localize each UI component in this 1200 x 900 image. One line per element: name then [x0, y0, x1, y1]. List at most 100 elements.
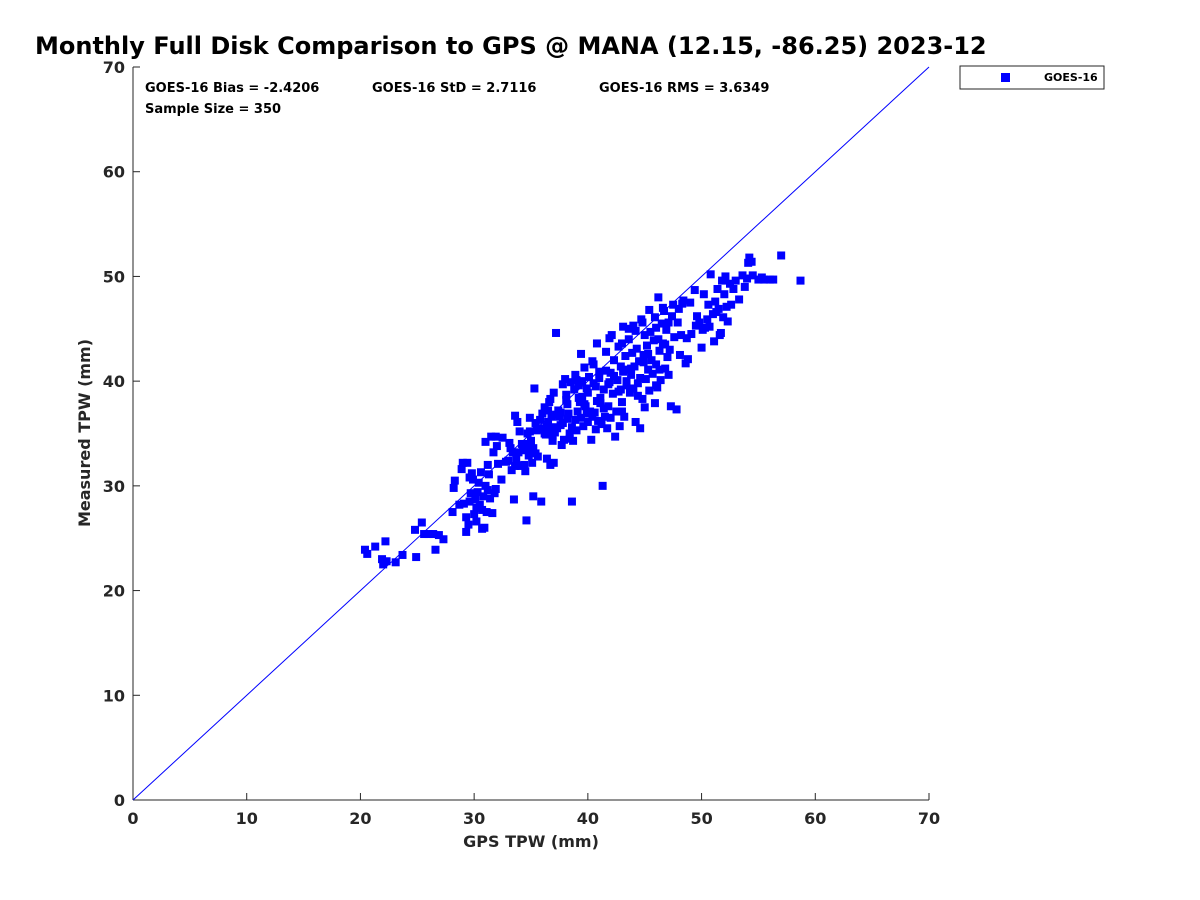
data-point [777, 251, 786, 260]
data-point [540, 403, 549, 412]
data-point [465, 473, 474, 482]
data-point [622, 377, 631, 386]
data-point [378, 555, 387, 564]
data-point [654, 335, 663, 344]
data-point [738, 271, 747, 280]
data-point [481, 481, 490, 490]
data-point [691, 321, 700, 330]
data-point [556, 408, 565, 417]
data-point [382, 557, 391, 566]
data-point [360, 545, 369, 554]
data-point [723, 317, 732, 326]
data-point [608, 389, 617, 398]
data-point [796, 276, 805, 285]
x-tick-label: 40 [577, 809, 599, 828]
data-point [583, 417, 592, 426]
data-point [706, 270, 715, 279]
bias-annotation: GOES-16 Bias = -2.4206 [145, 81, 319, 96]
data-point [664, 318, 673, 327]
data-point [578, 377, 587, 386]
data-point [429, 530, 438, 539]
data-point [642, 341, 651, 350]
data-point [645, 386, 654, 395]
data-point [474, 478, 483, 487]
data-point [439, 535, 448, 544]
plot-axes [132, 67, 929, 801]
rms-annotation: GOES-16 RMS = 3.6349 [599, 81, 769, 96]
data-point [538, 409, 547, 418]
data-point [703, 315, 712, 324]
data-point [545, 398, 554, 407]
data-point [633, 379, 642, 388]
data-point [544, 417, 553, 426]
data-point [565, 429, 574, 438]
data-point [572, 426, 581, 435]
data-point [509, 495, 518, 504]
data-point [545, 427, 554, 436]
data-point [627, 370, 636, 379]
data-point [494, 459, 503, 468]
data-point [649, 336, 658, 345]
data-point [548, 436, 557, 445]
data-point [521, 467, 530, 476]
data-point [699, 290, 708, 299]
data-point [669, 300, 678, 309]
x-tick-label: 50 [690, 809, 712, 828]
data-point [666, 402, 675, 411]
data-point [596, 399, 605, 408]
legend-label-goes16: GOES-16 [1044, 71, 1098, 84]
data-point [574, 381, 583, 390]
data-point [542, 422, 551, 431]
data-point [698, 325, 707, 334]
data-point [507, 466, 516, 475]
data-point [549, 458, 558, 467]
y-tick-label: 10 [103, 686, 125, 705]
data-point [645, 305, 654, 314]
data-point [431, 545, 440, 554]
data-point [549, 423, 558, 432]
data-point [577, 349, 586, 358]
data-point [644, 365, 653, 374]
data-point [525, 413, 534, 422]
data-point [483, 460, 492, 469]
data-point [525, 427, 534, 436]
data-point [562, 390, 571, 399]
data-point [483, 486, 492, 495]
data-point [462, 527, 471, 536]
data-point [673, 318, 682, 327]
data-point [498, 433, 507, 442]
data-point [478, 505, 487, 514]
data-point [620, 412, 629, 421]
data-point [486, 494, 495, 503]
y-tick-label: 40 [103, 372, 125, 391]
data-point [592, 339, 601, 348]
data-point [589, 360, 598, 369]
data-point [607, 331, 616, 340]
data-point [604, 402, 613, 411]
data-point [690, 286, 699, 295]
data-point [624, 324, 633, 333]
data-point [633, 391, 642, 400]
y-tick-label: 0 [114, 791, 125, 810]
data-point [675, 350, 684, 359]
data-point [595, 367, 604, 376]
data-point [665, 345, 674, 354]
data-point [683, 355, 692, 364]
data-point [531, 449, 540, 458]
data-point [716, 328, 725, 337]
data-point [729, 284, 738, 293]
data-point [580, 400, 589, 409]
data-point [582, 409, 591, 418]
data-point [567, 423, 576, 432]
x-tick-label: 70 [918, 809, 940, 828]
data-point [615, 422, 624, 431]
data-point [450, 476, 459, 485]
data-point [670, 333, 679, 342]
data-point [661, 340, 670, 349]
data-point [571, 415, 580, 424]
x-tick-label: 60 [804, 809, 826, 828]
data-point [625, 388, 634, 397]
data-point [735, 295, 744, 304]
data-point [726, 279, 734, 288]
data-point [681, 359, 690, 368]
